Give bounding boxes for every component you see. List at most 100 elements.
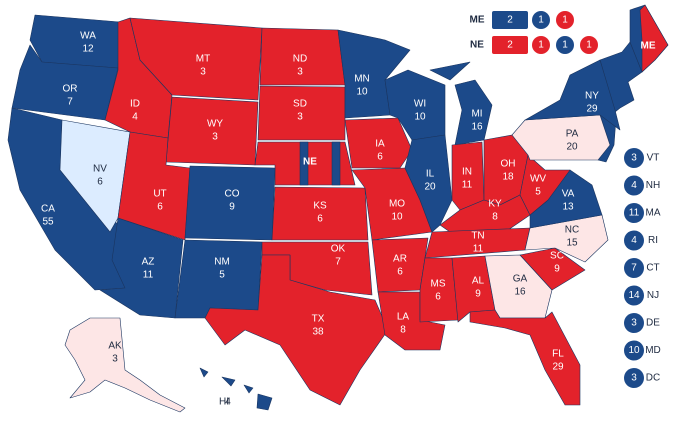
state-votes: 10: [391, 212, 403, 223]
state-abbr: KY: [488, 199, 502, 210]
state-votes: 16: [514, 287, 526, 298]
small-state-abbr: CT: [646, 263, 659, 274]
at-large-box: [492, 11, 528, 29]
small-state-votes: 4: [631, 180, 637, 191]
district-votes: 1: [562, 40, 568, 51]
state-shape: [429, 61, 471, 81]
state-votes: 5: [219, 270, 225, 281]
state-abbr: OR: [63, 84, 78, 95]
state-votes: 55: [42, 217, 54, 228]
state-abbr: NM: [214, 257, 230, 268]
state-votes: 6: [397, 267, 403, 278]
state-votes: 9: [475, 289, 481, 300]
state-votes: 6: [435, 292, 441, 303]
ne-district-shape: [299, 141, 309, 186]
state-votes: 7: [67, 97, 73, 108]
state-abbr: TX: [312, 314, 325, 325]
state-abbr: NC: [565, 225, 579, 236]
state-shape: [99, 217, 184, 319]
state-abbr: MN: [354, 74, 370, 85]
state-votes: 18: [502, 172, 514, 183]
district-circle: [580, 36, 598, 54]
small-state-abbr: VT: [647, 153, 660, 164]
state: SD 3: [257, 85, 346, 141]
district-votes: 1: [538, 40, 544, 51]
small-state-abbr: MA: [646, 208, 661, 219]
small-state-votes: 11: [629, 208, 640, 219]
small-state-circle: [624, 148, 644, 168]
state-abbr: MT: [196, 54, 210, 65]
state-votes: 29: [586, 104, 598, 115]
state-shape: [243, 384, 254, 394]
state-votes: 29: [552, 362, 564, 373]
small-state-votes: 7: [631, 263, 637, 274]
state: WA 12: [29, 14, 121, 69]
state: TX 38: [204, 254, 389, 406]
small-state-circle: [624, 340, 644, 361]
state: AK 3: [64, 317, 186, 413]
state-votes: 9: [229, 202, 235, 213]
split-abbr: NE: [470, 40, 484, 51]
district-votes: 1: [562, 15, 568, 26]
small-state-abbr: RI: [648, 235, 658, 246]
state-abbr: NY: [585, 91, 599, 102]
district-circle: [556, 11, 574, 29]
state: IA 6: [344, 117, 413, 169]
state: AZ 11: [99, 217, 184, 319]
state: IN 11: [451, 141, 485, 211]
state: NY 29: [524, 59, 621, 131]
state-abbr: PA: [566, 129, 579, 140]
state-votes: 6: [317, 214, 323, 225]
small-state-abbr: DE: [646, 318, 660, 329]
state-abbr: CO: [225, 189, 240, 200]
state: TN 11: [424, 227, 531, 259]
state-votes: 7: [335, 257, 341, 268]
state-shape: [511, 114, 611, 161]
state-shape: [29, 14, 121, 69]
state: AR 6: [371, 237, 429, 293]
state-votes: 6: [377, 152, 383, 163]
state-abbr: NV: [93, 164, 107, 175]
state-votes: 20: [424, 182, 436, 193]
state-abbr: IL: [426, 169, 435, 180]
state-votes: 12: [82, 44, 94, 55]
state-abbr: GA: [513, 274, 528, 285]
district-circle: [556, 36, 574, 54]
state-votes: 4: [225, 397, 231, 408]
small-state-votes: 10: [628, 345, 640, 356]
state-abbr: AR: [393, 254, 407, 265]
state-votes: 10: [356, 87, 368, 98]
state: PA 20: [511, 114, 611, 161]
state-abbr: OK: [331, 244, 346, 255]
small-state-votes: 3: [631, 153, 637, 164]
state-abbr: NE: [303, 157, 317, 168]
state-shape: [256, 393, 273, 411]
state-votes: 4: [132, 112, 138, 123]
state-abbr: SC: [550, 251, 564, 262]
state-votes: 3: [297, 112, 303, 123]
state-votes: 16: [471, 122, 483, 133]
state-abbr: AZ: [142, 257, 155, 268]
state: SC 9: [519, 247, 586, 291]
state-abbr: HI: [219, 397, 229, 408]
state-votes: 3: [112, 354, 118, 365]
state-abbr: MO: [389, 199, 405, 210]
state-abbr: VA: [562, 189, 575, 200]
small-state-circle: [624, 258, 644, 278]
state-shape: [59, 119, 131, 233]
state-abbr: SD: [293, 99, 307, 110]
state-votes: 8: [492, 212, 498, 223]
at-large-box: [492, 36, 528, 54]
state-shape: [371, 237, 429, 293]
state-votes: 13: [562, 202, 574, 213]
state-votes: 11: [462, 180, 473, 191]
small-state-abbr: DC: [646, 373, 660, 384]
state-abbr: WA: [80, 31, 96, 42]
small-state-votes: 4: [631, 235, 637, 246]
state-shape: [129, 17, 263, 101]
state: NV 6: [59, 119, 131, 233]
state-shape: [271, 186, 369, 241]
state-shape: [419, 257, 459, 323]
state-abbr: OH: [501, 159, 516, 170]
